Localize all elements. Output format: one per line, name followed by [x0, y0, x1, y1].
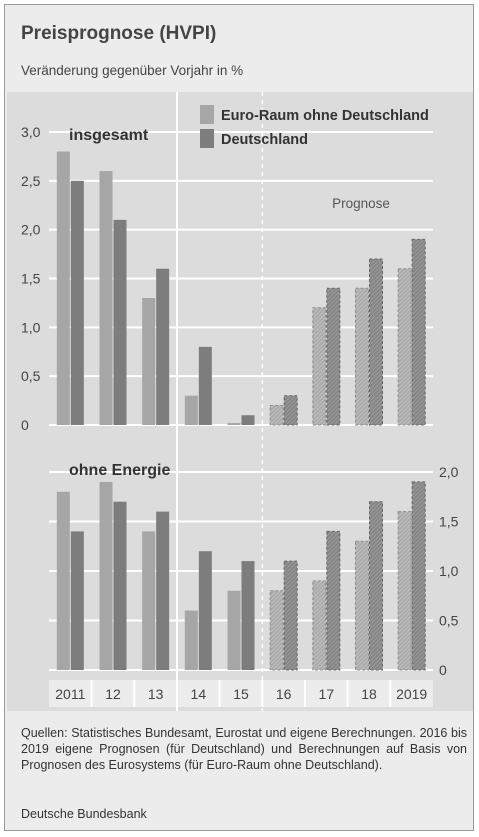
legend-swatch-euro-area — [200, 105, 214, 124]
bar-euro-area — [184, 610, 198, 670]
bar-euro-area — [397, 268, 412, 426]
y-tick-label: 1,5 — [21, 271, 41, 287]
bar-germany — [113, 501, 127, 670]
bar-euro-area — [355, 540, 369, 671]
x-tick-label: 18 — [361, 686, 377, 702]
bar-germany — [156, 511, 170, 670]
bar-germany — [326, 287, 341, 426]
chart-title: Preisprognose (HVPI) — [21, 23, 217, 44]
legend-swatch-germany — [200, 129, 214, 148]
bar-germany — [113, 219, 127, 425]
y-tick-label: 1,0 — [439, 563, 459, 579]
x-axis-strip — [49, 680, 433, 707]
bar-euro-area — [312, 580, 327, 671]
bar-euro-area — [142, 531, 156, 670]
x-tick-label: 13 — [148, 686, 164, 702]
bar-germany — [198, 551, 212, 670]
x-tick-label: 12 — [105, 686, 121, 702]
y-tick-label: 3,0 — [21, 124, 41, 140]
bar-germany — [283, 395, 298, 426]
bar-euro-area — [142, 298, 156, 425]
bar-germany — [326, 530, 341, 671]
legend-label-euro-area: Euro-Raum ohne Deutschland — [221, 108, 429, 124]
bar-euro-area — [227, 423, 241, 425]
bar-germany — [198, 346, 212, 425]
bar-euro-area — [397, 511, 412, 671]
y-tick-label: 2,0 — [21, 222, 41, 238]
publisher-note: Deutsche Bundesbank — [21, 807, 147, 821]
panel-label: insgesamt — [69, 127, 149, 144]
chart-subtitle: Veränderung gegenüber Vorjahr in % — [21, 63, 244, 78]
bar-euro-area — [56, 151, 70, 425]
x-tick-label: 14 — [191, 686, 207, 702]
y-tick-label: 0,5 — [439, 613, 459, 629]
y-tick-label: 2,5 — [21, 173, 41, 189]
bar-germany — [241, 561, 255, 670]
y-tick-label: 0,5 — [21, 368, 41, 384]
bar-euro-area — [99, 481, 113, 670]
y-tick-label: 1,5 — [439, 514, 459, 530]
x-tick-label: 2019 — [396, 686, 427, 702]
bar-euro-area — [56, 491, 70, 670]
y-tick-label: 2,0 — [439, 464, 459, 480]
bar-germany — [369, 501, 383, 671]
chart-area: 0 0,5 1,0 1,5 2,0 2,5 3,0 insgesamt Prognose 0 0,5… — [7, 92, 473, 711]
x-tick-label: 16 — [276, 686, 292, 702]
bar-euro-area — [355, 287, 369, 426]
y-tick-label: 0 — [439, 662, 447, 678]
bar-germany — [241, 415, 255, 425]
forecast-label: Prognose — [332, 196, 390, 211]
x-tick-label: 15 — [233, 686, 249, 702]
bar-euro-area — [184, 395, 198, 425]
legend-label-germany: Deutschland — [221, 132, 308, 148]
bar-germany — [70, 531, 84, 670]
y-tick-label: 1,0 — [21, 319, 41, 335]
bar-euro-area — [269, 404, 284, 426]
bar-euro-area — [269, 590, 284, 671]
bar-germany — [411, 481, 426, 671]
x-tick-label: 17 — [319, 686, 335, 702]
y-tick-label: 0 — [21, 417, 29, 433]
sources-note: Quellen: Statistisches Bundesamt, Eurost… — [21, 726, 467, 772]
bar-germany — [411, 238, 426, 426]
x-tick-label: 2011 — [55, 686, 85, 702]
panel-label: ohne Energie — [69, 462, 170, 479]
bar-euro-area — [312, 307, 327, 426]
bar-euro-area — [99, 171, 113, 425]
chart-frame: Preisprognose (HVPI) Veränderung gegenüb… — [4, 4, 474, 831]
bar-germany — [70, 180, 84, 425]
bar-germany — [283, 560, 298, 671]
bar-euro-area — [227, 590, 241, 670]
bar-germany — [369, 258, 383, 426]
bar-germany — [156, 268, 170, 425]
bar-chart-svg: 0 0,5 1,0 1,5 2,0 2,5 3,0 insgesamt Prognose 0 0,5… — [21, 92, 459, 711]
